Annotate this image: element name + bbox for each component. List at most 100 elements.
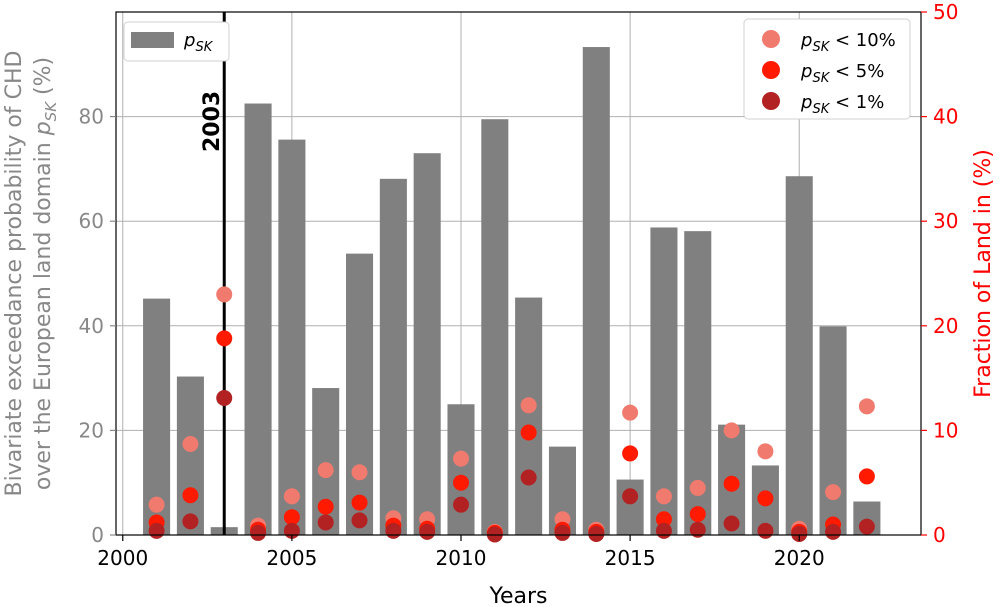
- legend-box: [123, 21, 230, 62]
- data-point: [453, 450, 469, 467]
- legend-suffix: < 1%: [829, 92, 884, 113]
- data-point: [351, 512, 368, 529]
- data-point: [317, 514, 334, 531]
- x-axis-ticks: 2000 2005 2010 2015 2020: [97, 535, 825, 570]
- math-subscript: SK: [812, 40, 830, 55]
- data-point: [858, 398, 875, 415]
- legend-entry-label: pSK < 10%: [800, 30, 896, 55]
- bar: [481, 119, 509, 535]
- data-point: [825, 523, 842, 540]
- data-point: [216, 286, 233, 303]
- data-point: [317, 462, 334, 479]
- bar: [785, 176, 813, 536]
- math-symbol-p: p: [800, 92, 812, 113]
- data-point: [858, 518, 875, 535]
- data-point: [453, 474, 469, 491]
- y-left-tick-label: 80: [79, 105, 104, 129]
- y-left-label-line: over the European land domain pSK (%): [31, 57, 60, 490]
- data-point: [825, 484, 842, 501]
- label-text: over the European land domain: [31, 135, 56, 490]
- data-point: [283, 488, 300, 505]
- y-right-tick-label: 40: [933, 105, 958, 129]
- data-point: [148, 496, 165, 513]
- label-text: Bivariate exceedance probability of CHD: [2, 51, 27, 497]
- legend-entry-label: pSK: [183, 30, 214, 55]
- data-point: [655, 522, 672, 539]
- data-point: [723, 422, 740, 439]
- x-tick-label: 2000: [97, 546, 148, 570]
- math-symbol-p: p: [800, 30, 812, 51]
- math-subscript: SK: [42, 101, 60, 122]
- data-point: [588, 525, 605, 542]
- math-subscript: SK: [195, 40, 213, 55]
- data-point: [520, 424, 537, 441]
- data-point: [216, 330, 233, 347]
- math-subscript: SK: [812, 71, 830, 86]
- y-left-tick-label: 40: [79, 314, 104, 338]
- math-subscript: SK: [812, 102, 830, 117]
- data-point: [622, 404, 639, 421]
- label-text: (%): [31, 57, 56, 102]
- y-left-label-line: Bivariate exceedance probability of CHD: [2, 51, 27, 497]
- bar: [278, 139, 306, 535]
- legend-marker: [762, 61, 780, 79]
- x-tick-label: 2015: [605, 546, 656, 570]
- bar: [447, 404, 475, 535]
- legend-suffix: < 10%: [829, 30, 896, 51]
- data-point: [351, 494, 368, 511]
- bar: [379, 178, 407, 535]
- bar-series: [143, 47, 881, 536]
- data-point: [655, 511, 672, 528]
- legend-marker: [762, 30, 780, 48]
- data-point: [283, 509, 300, 526]
- data-point: [723, 475, 740, 492]
- bar: [176, 376, 204, 535]
- bar: [515, 297, 543, 535]
- data-point: [689, 506, 706, 523]
- data-point: [554, 524, 571, 541]
- bar: [582, 47, 610, 535]
- annotation-label: 2003: [200, 91, 225, 152]
- y-right-tick-label: 30: [933, 209, 958, 233]
- bar: [143, 298, 171, 535]
- data-point: [689, 479, 706, 496]
- data-point: [317, 498, 334, 515]
- scatter-series: [148, 286, 875, 543]
- data-point: [622, 488, 639, 505]
- data-point: [216, 389, 233, 406]
- data-point: [689, 521, 706, 538]
- y-left-axis-label: Bivariate exceedance probability of CHD o…: [2, 51, 60, 497]
- legend-swatch: [131, 32, 174, 48]
- bar: [413, 153, 441, 535]
- y-left-tick-label: 60: [79, 209, 104, 233]
- y-left-tick-label: 20: [79, 418, 104, 442]
- legend-box: [743, 18, 911, 120]
- x-axis-label: Years: [488, 584, 547, 607]
- math-symbol-p: p: [183, 30, 195, 51]
- legend-entry-label: pSK < 1%: [800, 92, 884, 117]
- bar: [244, 103, 272, 536]
- bar: [650, 227, 678, 535]
- y-right-tick-label: 0: [933, 523, 946, 547]
- y-right-tick-label: 50: [933, 0, 958, 24]
- data-point: [757, 490, 774, 507]
- data-point: [655, 488, 672, 505]
- bar: [819, 326, 847, 535]
- data-point: [723, 515, 740, 532]
- data-point: [250, 524, 267, 541]
- x-tick-label: 2020: [774, 546, 825, 570]
- data-point: [182, 435, 199, 452]
- data-point: [148, 522, 165, 539]
- y-right-tick-label: 20: [933, 314, 958, 338]
- math-symbol-p: p: [31, 121, 56, 136]
- y-left-tick-label: 0: [91, 523, 104, 547]
- legend-suffix: < 5%: [829, 61, 884, 82]
- data-point: [757, 522, 774, 539]
- x-tick-label: 2010: [436, 546, 487, 570]
- math-symbol-p: p: [800, 61, 812, 82]
- data-point: [453, 496, 469, 513]
- data-point: [622, 445, 639, 462]
- legend-marker: [762, 92, 780, 110]
- legend-points: pSK < 10%pSK < 5%pSK < 1%: [743, 18, 911, 120]
